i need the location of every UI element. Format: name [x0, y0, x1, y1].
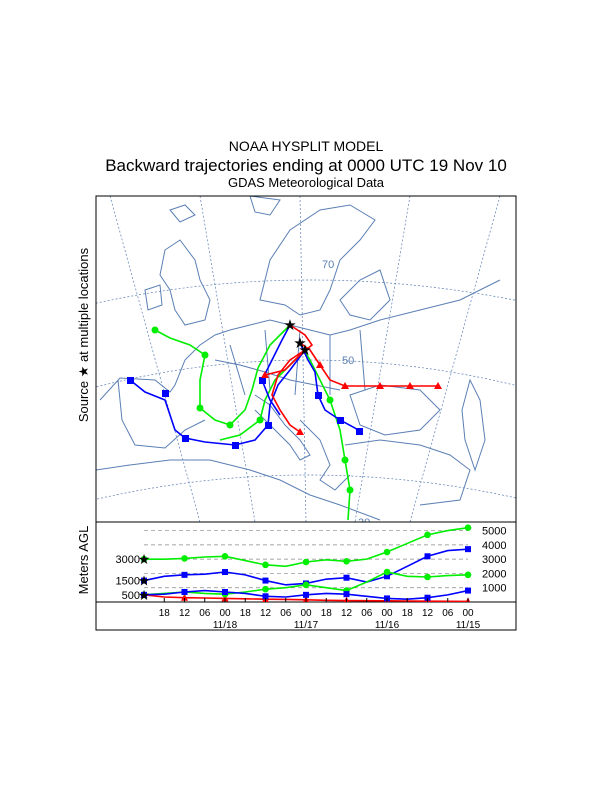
map-traj-red-2 — [271, 349, 306, 433]
series-0-point-4 — [221, 594, 229, 602]
start-height-3000: 3000 — [116, 554, 140, 566]
series-3-point-6 — [262, 585, 269, 593]
lat-label-70: 70 — [322, 259, 334, 271]
series-2-point-8 — [302, 558, 310, 566]
series-4-point-14 — [424, 594, 431, 601]
series-3-point-12 — [383, 568, 391, 576]
series-1-point-6 — [262, 577, 269, 584]
map-coastlines — [96, 196, 501, 521]
series-2-point-16 — [464, 524, 472, 532]
x-tick-labels: 18 12 06 00 18 12 06 00 18 12 06 00 18 12 06 00 — [159, 598, 474, 619]
start-star-500: ★ — [138, 587, 151, 603]
series-4-point-10 — [343, 591, 350, 598]
map-markers: ★ ★ ★ — [127, 317, 442, 494]
y-tick-3000: 3000 — [482, 554, 506, 566]
series-2-point-12 — [383, 548, 391, 556]
series-4-point-0 — [141, 591, 147, 598]
series-3-point-8 — [302, 581, 310, 589]
lat-label-30: 30 — [358, 517, 370, 529]
source-star-2: ★ — [293, 335, 306, 352]
x-tick-8: 18 — [321, 608, 333, 619]
start-star-1500: ★ — [138, 573, 151, 589]
series-1-point-14 — [424, 553, 431, 560]
start-height-1500: 1500 — [116, 576, 140, 588]
start-star-3000: ★ — [138, 551, 151, 567]
date-label-3: 11/15 — [456, 620, 481, 631]
series-line-1 — [143, 548, 469, 586]
chart-title: Backward trajectories ending at 0000 UTC… — [105, 156, 507, 175]
date-label-0: 11/18 — [213, 620, 238, 631]
y-axis-label: Meters AGL — [76, 526, 91, 595]
lat-label-50: 50 — [342, 355, 354, 367]
series-1-point-16 — [465, 546, 471, 553]
y-tick-4000: 4000 — [482, 540, 506, 552]
series-4-point-16 — [465, 587, 471, 594]
series-1-point-0 — [141, 577, 147, 584]
chart-subtitle-data: GDAS Meteorological Data — [227, 175, 385, 190]
map-traj-blue-1 — [299, 342, 361, 433]
y-tick-labels: 5000 4000 3000 2000 1000 — [482, 526, 506, 595]
x-tick-14: 06 — [442, 608, 454, 619]
start-height-500: 500 — [122, 590, 140, 602]
x-tick-4: 18 — [240, 608, 252, 619]
source-star-3: ★ — [298, 342, 311, 359]
map-traj-green-1 — [299, 342, 351, 521]
y-tick-1000: 1000 — [482, 583, 506, 595]
series-2-point-4 — [221, 552, 229, 560]
map-traj-green-2 — [154, 324, 291, 426]
y-tick-2000: 2000 — [482, 568, 506, 580]
start-height-labels: 3000★1500★500★ — [116, 551, 151, 603]
map-traj-blue-3 — [261, 324, 291, 416]
date-label-1: 11/17 — [294, 620, 319, 631]
series-1-point-2 — [181, 571, 188, 578]
series-4-point-2 — [181, 589, 188, 595]
series-1-point-4 — [222, 569, 228, 575]
series-3-point-16 — [464, 571, 472, 579]
date-label-2: 11/16 — [375, 620, 400, 631]
x-tick-5: 12 — [260, 608, 272, 619]
y-tick-5000: 5000 — [482, 526, 506, 538]
x-tick-9: 12 — [341, 608, 353, 619]
map-frame — [95, 195, 517, 523]
map-side-label: Source ★ at multiple locations — [76, 247, 91, 422]
series-1-point-10 — [343, 574, 350, 581]
x-tick-1: 12 — [179, 608, 191, 619]
x-tick-15: 00 — [462, 608, 474, 619]
x-tick-0: 18 — [159, 608, 171, 619]
x-tick-12: 18 — [402, 608, 414, 619]
series-2-point-6 — [262, 561, 269, 569]
x-tick-2: 06 — [199, 608, 211, 619]
series-2-point-2 — [181, 555, 188, 562]
height-series — [140, 524, 472, 602]
series-2-point-10 — [343, 557, 350, 565]
map-traj-blue-2 — [129, 349, 306, 446]
x-tick-13: 12 — [422, 608, 434, 619]
latitude-labels: 30 50 70 — [322, 259, 370, 529]
x-tick-6: 06 — [280, 608, 292, 619]
x-tick-3: 00 — [219, 608, 231, 619]
x-tick-11: 00 — [381, 608, 393, 619]
height-plot-frame — [95, 521, 517, 631]
series-3-point-14 — [424, 573, 431, 581]
map-traj-red-1 — [299, 342, 438, 387]
map-area: 30 50 70 — [96, 196, 516, 529]
series-4-point-8 — [303, 591, 309, 598]
map-traj-red-3 — [264, 324, 314, 376]
x-tick-7: 00 — [300, 608, 312, 619]
map-trajectories — [129, 324, 438, 521]
series-0-point-2 — [181, 593, 188, 601]
series-2-point-14 — [424, 531, 431, 539]
x-tick-10: 06 — [361, 608, 373, 619]
chart-title-model: NOAA HYSPLIT MODEL — [228, 138, 384, 154]
series-2-point-0 — [140, 555, 148, 563]
source-star-1: ★ — [283, 317, 296, 334]
series-4-point-6 — [262, 593, 269, 600]
date-labels: 11/18 11/17 11/16 11/15 — [213, 620, 481, 631]
series-1-point-12 — [384, 573, 390, 580]
series-4-point-4 — [222, 589, 228, 595]
